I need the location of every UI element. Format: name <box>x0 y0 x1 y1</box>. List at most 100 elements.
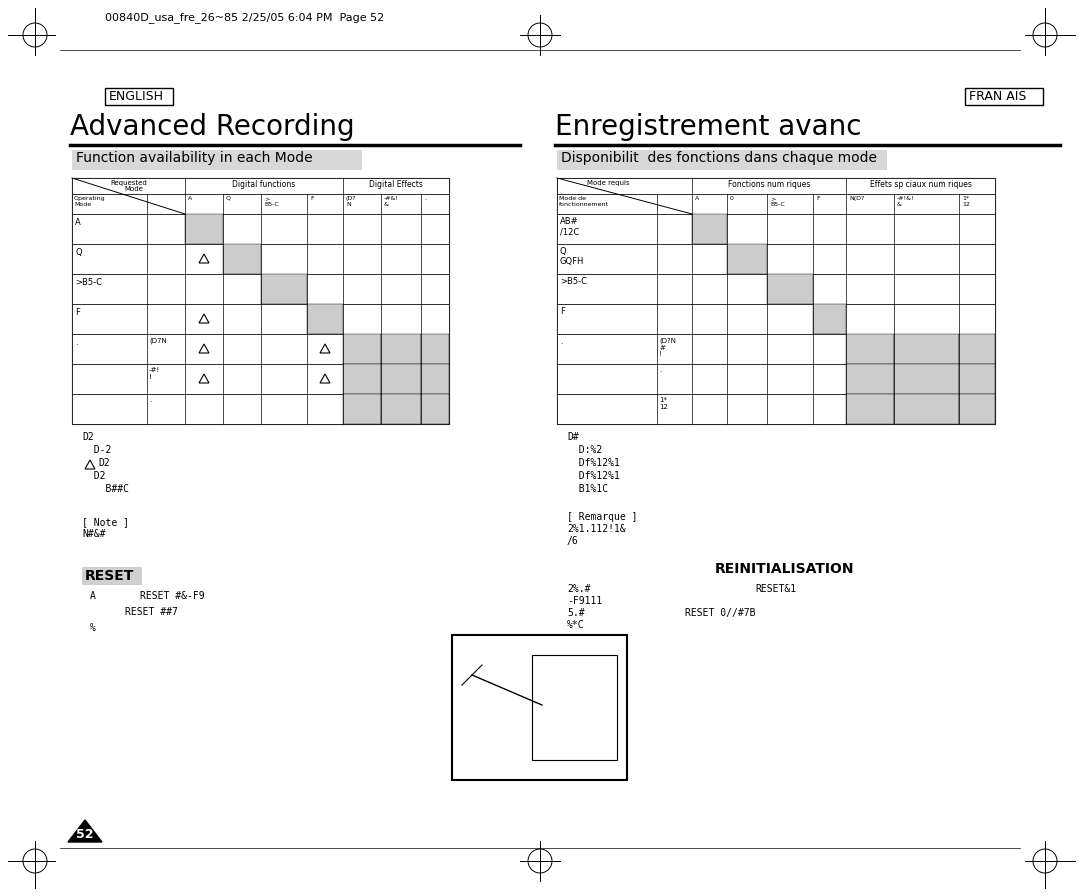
Bar <box>767 274 813 304</box>
Text: RESET #&-F9: RESET #&-F9 <box>140 591 204 601</box>
Bar <box>343 364 381 394</box>
Bar <box>966 88 1043 105</box>
Bar <box>381 334 421 364</box>
Text: RESET 0//#7B: RESET 0//#7B <box>685 608 756 618</box>
Bar <box>72 178 449 194</box>
Text: AB#
/12C: AB# /12C <box>561 217 579 237</box>
Text: >B5-C: >B5-C <box>561 277 588 286</box>
Bar <box>343 334 381 364</box>
Text: Operating
Mode: Operating Mode <box>75 196 106 207</box>
Text: N(D?: N(D? <box>849 196 864 207</box>
Text: Enregistrement avanc: Enregistrement avanc <box>555 113 862 141</box>
Text: F: F <box>561 307 565 316</box>
Bar <box>894 364 959 394</box>
Bar <box>846 334 894 364</box>
Text: >
B5-C: > B5-C <box>264 196 279 207</box>
Bar <box>72 274 449 304</box>
Text: .: . <box>659 367 661 373</box>
Text: >
B5-C: > B5-C <box>770 196 785 207</box>
Bar <box>894 334 959 364</box>
Text: RESET ##7: RESET ##7 <box>125 607 178 617</box>
Text: 1*
12: 1* 12 <box>962 196 970 207</box>
Bar <box>813 304 846 334</box>
Bar <box>72 194 449 214</box>
Text: D#: D# <box>567 432 579 442</box>
Text: Mode requis: Mode requis <box>588 180 630 186</box>
Text: -#&!
&: -#&! & <box>384 196 399 207</box>
Bar <box>894 394 959 424</box>
Bar <box>185 214 222 244</box>
Bar <box>105 88 173 105</box>
Bar <box>846 394 894 424</box>
Text: >B5-C: >B5-C <box>75 278 102 287</box>
Text: N#&#: N#&# <box>82 529 106 539</box>
Text: %*C: %*C <box>567 620 584 630</box>
Bar <box>959 394 995 424</box>
Text: Effets sp ciaux num riques: Effets sp ciaux num riques <box>869 180 971 189</box>
Bar <box>557 244 995 274</box>
Text: RESET: RESET <box>85 569 134 583</box>
Bar <box>692 214 727 244</box>
Text: [ Remarque ]: [ Remarque ] <box>567 512 637 522</box>
Bar <box>72 304 449 334</box>
Text: 2%1.112!1&: 2%1.112!1& <box>567 524 625 534</box>
Text: ENGLISH: ENGLISH <box>109 90 164 103</box>
Text: [ Note ]: [ Note ] <box>82 517 129 527</box>
Text: Q: Q <box>75 248 82 257</box>
Bar <box>557 214 995 244</box>
Bar <box>261 274 307 304</box>
Bar <box>557 304 995 334</box>
Text: A: A <box>90 591 96 601</box>
Bar <box>453 635 627 780</box>
Text: (D7N: (D7N <box>149 337 166 343</box>
Text: 2%.#: 2%.# <box>567 584 591 594</box>
Bar <box>421 364 449 394</box>
Text: Mode de
fonctionnement: Mode de fonctionnement <box>559 196 609 207</box>
Text: Disponibilit  des fonctions dans chaque mode: Disponibilit des fonctions dans chaque m… <box>561 151 877 165</box>
Bar <box>72 214 449 244</box>
Bar <box>307 304 343 334</box>
Text: Fonctions num riques: Fonctions num riques <box>728 180 810 189</box>
Text: 52: 52 <box>77 828 94 841</box>
Text: 00840D_usa_fre_26~85 2/25/05 6:04 PM  Page 52: 00840D_usa_fre_26~85 2/25/05 6:04 PM Pag… <box>105 12 384 23</box>
Text: Df%12%1: Df%12%1 <box>567 458 620 468</box>
Bar <box>72 334 449 364</box>
Bar <box>72 150 362 170</box>
Text: A: A <box>188 196 192 201</box>
Bar <box>381 364 421 394</box>
Bar <box>72 364 449 394</box>
Text: D:%2: D:%2 <box>567 445 603 455</box>
Text: A: A <box>75 218 81 227</box>
Bar <box>421 334 449 364</box>
Text: -#!
!: -#! ! <box>149 367 160 380</box>
Text: D-2: D-2 <box>82 445 111 455</box>
Text: FRAN AIS: FRAN AIS <box>969 90 1026 103</box>
Bar <box>343 394 381 424</box>
Text: .: . <box>75 338 78 347</box>
Text: B1%1C: B1%1C <box>567 484 608 494</box>
Text: Q: Q <box>226 196 231 201</box>
Text: Function availability in each Mode: Function availability in each Mode <box>76 151 312 165</box>
Bar <box>557 178 995 424</box>
Text: Advanced Recording: Advanced Recording <box>70 113 354 141</box>
Text: .: . <box>424 196 426 201</box>
Polygon shape <box>68 820 102 842</box>
Text: D2: D2 <box>82 471 106 481</box>
Bar <box>421 394 449 424</box>
Text: D2: D2 <box>82 432 94 442</box>
Text: .: . <box>149 397 151 403</box>
Bar <box>557 274 995 304</box>
Bar <box>222 244 261 274</box>
Text: Digital functions: Digital functions <box>232 180 296 189</box>
Text: 1*
12: 1* 12 <box>659 397 667 410</box>
Bar <box>959 364 995 394</box>
Text: /6: /6 <box>567 536 579 546</box>
Text: F: F <box>310 196 313 201</box>
Bar <box>727 244 767 274</box>
Bar <box>959 334 995 364</box>
Text: Q
GQFH: Q GQFH <box>561 247 584 266</box>
Text: D2: D2 <box>98 458 110 468</box>
Text: B##C: B##C <box>82 484 129 494</box>
Bar <box>557 334 995 364</box>
Text: A: A <box>696 196 699 201</box>
